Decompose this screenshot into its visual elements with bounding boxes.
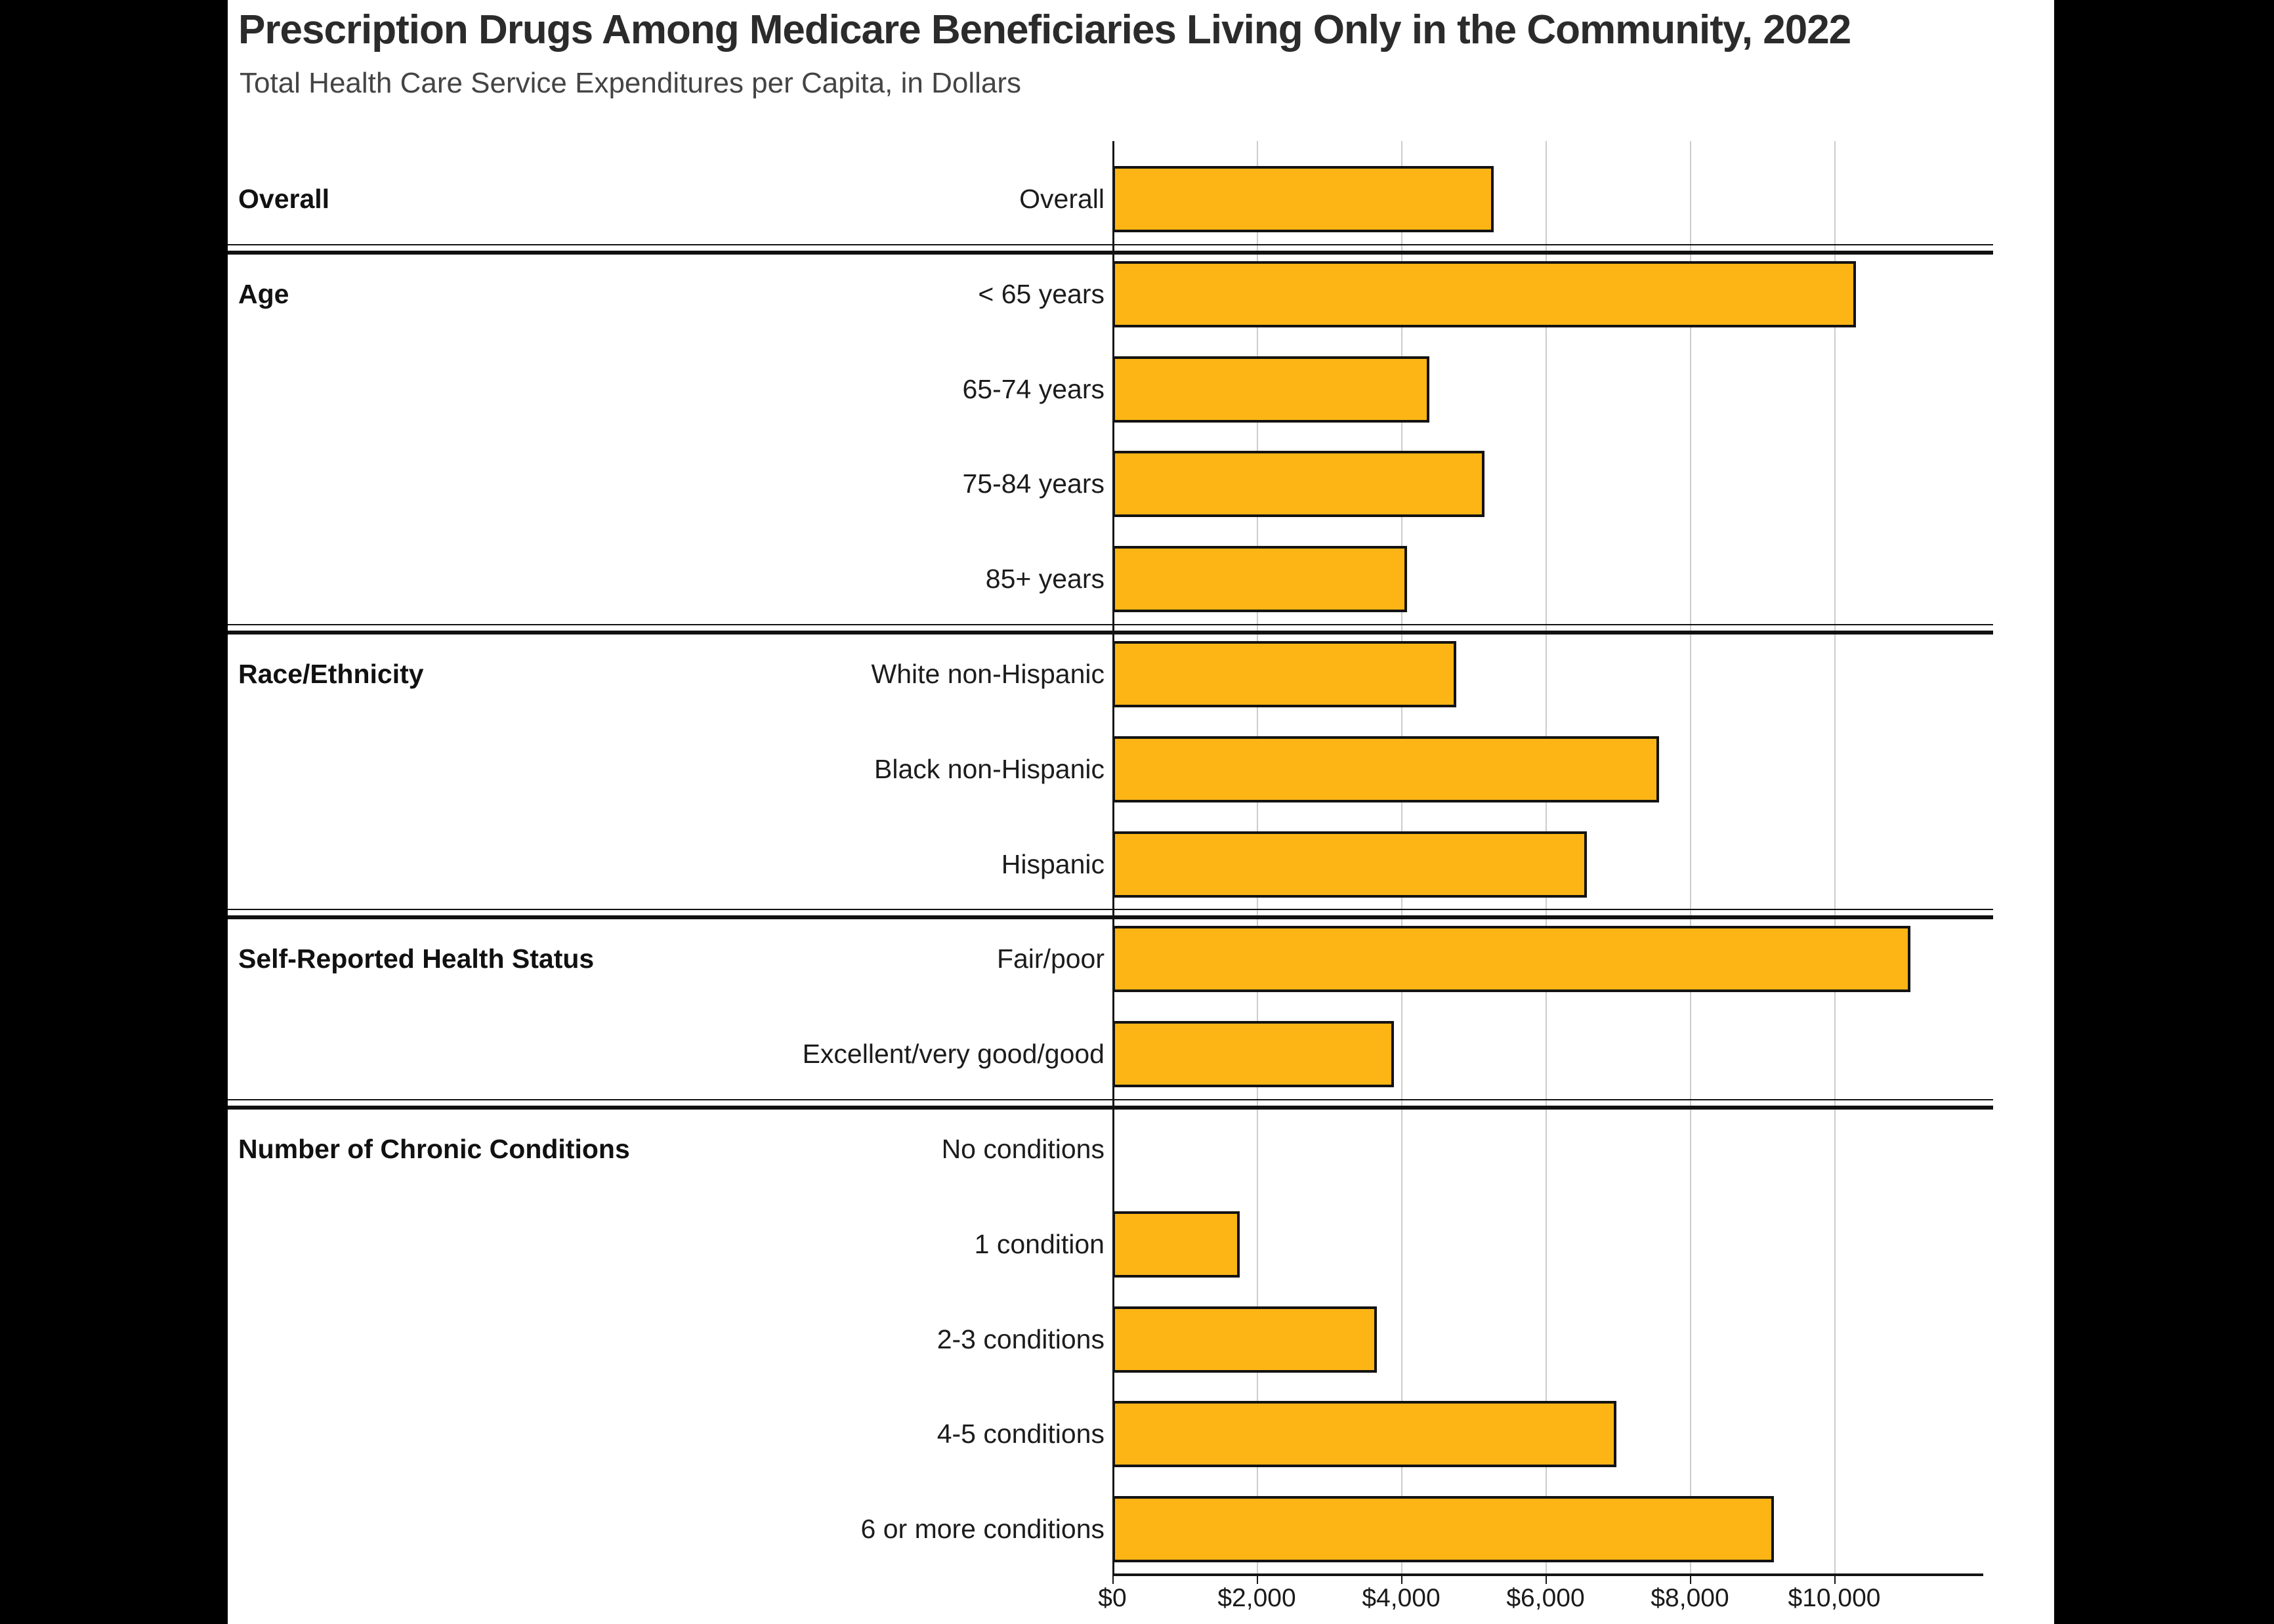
y-axis-line xyxy=(1112,141,1114,1573)
bar-Hispanic xyxy=(1112,831,1587,898)
row-label: Overall xyxy=(1019,184,1105,214)
bar-75-84 years xyxy=(1112,451,1484,518)
row-label: < 65 years xyxy=(978,278,1105,309)
row-label: 6 or more conditions xyxy=(860,1514,1105,1545)
gridline-$8,000 xyxy=(1690,141,1691,1573)
chart-title: Prescription Drugs Among Medicare Benefi… xyxy=(238,7,1851,52)
group-header-Age: Age xyxy=(238,278,289,309)
row-label: 85+ years xyxy=(985,564,1105,594)
x-tick xyxy=(1257,1573,1258,1584)
group-header-Overall: Overall xyxy=(238,184,330,214)
x-tick-label: $8,000 xyxy=(1651,1584,1729,1612)
group-separator xyxy=(228,243,1993,245)
bar-Excellent/very good/good xyxy=(1112,1021,1394,1088)
group-header-Race/Ethnicity: Race/Ethnicity xyxy=(238,659,424,689)
row-label: Black non-Hispanic xyxy=(874,753,1105,784)
x-tick-label: $0 xyxy=(1098,1584,1127,1612)
bar-Black non-Hispanic xyxy=(1112,736,1659,802)
x-tick-label: $10,000 xyxy=(1788,1584,1881,1612)
group-header-Number of Chronic Conditions: Number of Chronic Conditions xyxy=(238,1134,630,1164)
row-label: 1 condition xyxy=(974,1228,1105,1259)
bar-65-74 years xyxy=(1112,356,1429,423)
group-separator xyxy=(228,631,1993,635)
bar-85+ years xyxy=(1112,546,1407,613)
bar-Fair/poor xyxy=(1112,926,1910,993)
x-tick-label: $6,000 xyxy=(1506,1584,1585,1612)
x-tick xyxy=(1401,1573,1402,1584)
x-axis-line xyxy=(1112,1573,1983,1576)
bar-chart: $0 $2,000 $4,000 $6,000 $8,000 $10,000 Overall… xyxy=(228,0,2054,1624)
bar-1 condition xyxy=(1112,1211,1240,1278)
chart-canvas: Prescription Drugs Among Medicare Benefi… xyxy=(228,0,2054,1624)
bar-4-5 conditions xyxy=(1112,1401,1616,1468)
group-separator xyxy=(228,909,1993,911)
group-separator xyxy=(228,1099,1993,1100)
bar-< 65 years xyxy=(1112,260,1856,327)
row-label: 65-74 years xyxy=(962,373,1105,404)
row-label: No conditions xyxy=(941,1134,1105,1164)
row-label: 4-5 conditions xyxy=(937,1419,1105,1449)
x-tick xyxy=(1546,1573,1547,1584)
row-label: Fair/poor xyxy=(996,944,1105,974)
row-label: 75-84 years xyxy=(962,468,1105,499)
row-label: Excellent/very good/good xyxy=(802,1039,1105,1070)
bar-Overall xyxy=(1112,166,1494,232)
chart-subtitle: Total Health Care Service Expenditures p… xyxy=(240,67,1022,99)
row-label: White non-Hispanic xyxy=(871,659,1105,689)
gridline-$10,000 xyxy=(1834,141,1836,1573)
x-tick xyxy=(1690,1573,1691,1584)
bar-2-3 conditions xyxy=(1112,1306,1377,1373)
group-header-Self-Reported Health Status: Self-Reported Health Status xyxy=(238,944,595,974)
bar-White non-Hispanic xyxy=(1112,641,1456,707)
x-tick xyxy=(1112,1573,1114,1584)
x-tick xyxy=(1834,1573,1836,1584)
row-label: 2-3 conditions xyxy=(937,1323,1105,1354)
x-tick-label: $4,000 xyxy=(1362,1584,1441,1612)
group-separator xyxy=(228,915,1993,920)
x-tick-label: $2,000 xyxy=(1217,1584,1296,1612)
group-separator xyxy=(228,250,1993,255)
bar-6 or more conditions xyxy=(1112,1496,1774,1563)
group-separator xyxy=(228,624,1993,625)
group-separator xyxy=(228,1106,1993,1110)
row-label: Hispanic xyxy=(1001,848,1105,879)
